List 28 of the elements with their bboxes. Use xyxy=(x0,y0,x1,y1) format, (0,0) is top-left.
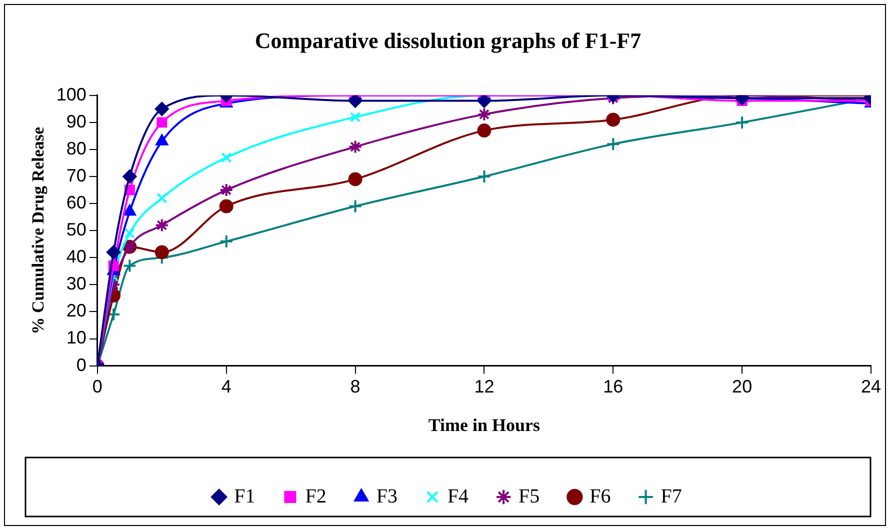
legend-label: F3 xyxy=(376,485,398,508)
x-tick-label: 8 xyxy=(350,376,360,397)
legend-label: F7 xyxy=(660,485,682,508)
x-tick-label: 20 xyxy=(732,376,752,397)
legend-label: F4 xyxy=(447,485,469,508)
x-tick-label: 4 xyxy=(221,376,232,397)
x-tick-label: 12 xyxy=(474,376,494,397)
legend-label: F1 xyxy=(234,485,256,508)
y-tick-label: 0 xyxy=(76,354,86,375)
x-tick-label: 16 xyxy=(603,376,624,397)
y-tick-label: 40 xyxy=(66,246,86,267)
y-tick-label: 80 xyxy=(66,138,86,158)
legend-label: F5 xyxy=(518,485,540,508)
y-tick-label: 50 xyxy=(66,220,86,240)
y-tick-label: 70 xyxy=(66,165,86,186)
y-tick-label: 100 xyxy=(56,84,86,104)
x-axis-title: Time in Hours xyxy=(428,414,540,435)
y-tick-label: 20 xyxy=(66,300,86,321)
legend-label: F6 xyxy=(590,485,611,508)
y-axis-title: % Cumulative Drug Release xyxy=(28,126,48,334)
y-tick-label: 60 xyxy=(66,192,86,213)
x-tick-label: 24 xyxy=(860,376,882,397)
legend-label: F2 xyxy=(305,485,326,508)
x-tick-label: 0 xyxy=(92,376,102,397)
y-tick-label: 10 xyxy=(66,328,86,348)
chart-title: Comparative dissolution graphs of F1-F7 xyxy=(254,28,642,53)
y-tick-label: 90 xyxy=(66,111,86,132)
y-tick-label: 30 xyxy=(66,274,86,294)
